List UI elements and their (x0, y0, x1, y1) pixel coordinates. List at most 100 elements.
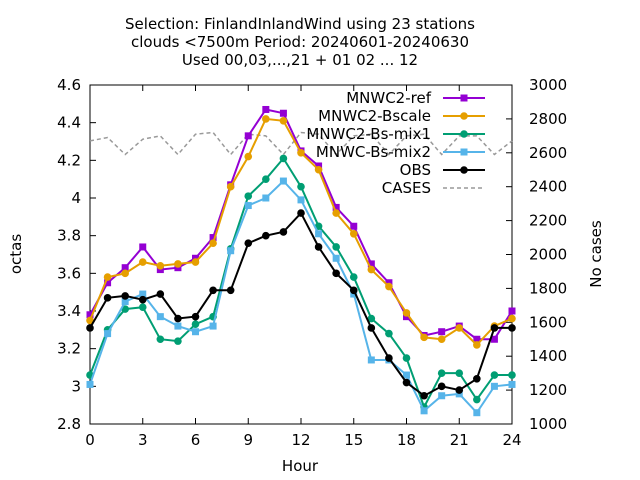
data-point-mnwc2-ref (279, 109, 287, 117)
data-point-obs (262, 231, 270, 240)
data-point-mnwc2-bs-mix1 (174, 337, 182, 345)
data-point-mnwc-bs-mix2 (86, 380, 94, 388)
data-point-mnwc2-bscale (314, 165, 323, 174)
data-point-mnwc2-ref (139, 243, 147, 251)
data-point-mnwc2-bscale (279, 116, 288, 125)
data-point-obs (420, 391, 428, 400)
y2-tick-label: 1400 (529, 347, 567, 365)
y2-tick-label: 2400 (529, 178, 567, 196)
data-point-obs (349, 286, 358, 295)
data-point-mnwc2-bscale (191, 258, 200, 266)
data-point-mnwc2-bs-mix1 (121, 305, 129, 313)
legend-item-mnwc2-bs-mix1: MNWC2-Bs-mix1 (306, 125, 485, 143)
y-tick-label: 4.6 (57, 76, 81, 94)
x-tick-label: 9 (243, 431, 253, 449)
data-point-mnwc-bs-mix2 (121, 298, 129, 306)
legend-label: MNWC2-Bscale (318, 107, 431, 125)
chart-title-line-3: Used 00,03,...,21 + 01 02 ... 12 (182, 51, 418, 69)
y-tick-label: 3.2 (57, 340, 81, 358)
legend-marker-mnwc-bs-mix2 (460, 148, 468, 156)
data-point-mnwc2-bs-mix1 (191, 320, 200, 328)
legend-label: OBS (400, 161, 431, 179)
y-tick-label: 4.4 (57, 114, 81, 132)
data-point-mnwc2-ref (350, 222, 358, 230)
data-point-mnwc2-ref (332, 203, 340, 211)
data-point-mnwc2-bs-mix1 (473, 395, 481, 404)
data-point-mnwc2-bs-mix1 (138, 303, 147, 312)
y2-tick-label: 1800 (529, 279, 567, 297)
data-point-mnwc2-ref (367, 260, 375, 268)
series-line-mnwc2-bs-mix1 (89, 156, 512, 410)
y-axis-label: octas (7, 234, 25, 274)
x-tick-label: 24 (502, 431, 521, 449)
data-point-mnwc2-bscale (86, 316, 94, 325)
data-point-obs (332, 269, 340, 278)
legend-item-cases: CASES (382, 179, 485, 197)
data-point-mnwc-bs-mix2 (244, 202, 252, 210)
legend-item-mnwc2-ref: MNWC2-ref (346, 89, 485, 107)
data-point-mnwc2-bscale (332, 209, 340, 217)
y-tick-label: 2.8 (57, 415, 81, 433)
series-mnwc2-bs-mix1 (86, 154, 516, 411)
data-point-mnwc2-bs-mix1 (402, 354, 411, 362)
data-point-mnwc2-bs-mix1 (508, 371, 516, 379)
data-point-mnwc2-ref (104, 279, 112, 287)
data-point-obs (385, 354, 393, 362)
data-point-obs (314, 243, 323, 251)
data-point-mnwc2-bs-mix1 (156, 335, 165, 344)
data-point-obs (490, 324, 499, 332)
data-point-mnwc2-ref (209, 234, 217, 242)
data-point-mnwc-bs-mix2 (262, 194, 270, 202)
data-point-mnwc2-ref (473, 335, 481, 343)
cases-series-layer (89, 131, 513, 156)
y2-tick-label: 2800 (529, 110, 567, 128)
data-point-mnwc-bs-mix2 (174, 322, 182, 330)
data-point-mnwc-bs-mix2 (156, 313, 164, 321)
data-point-obs (138, 295, 147, 304)
data-point-mnwc2-ref (438, 328, 446, 336)
data-point-mnwc-bs-mix2 (332, 254, 340, 262)
data-point-mnwc-bs-mix2 (420, 407, 428, 415)
data-point-mnwc2-ref (121, 264, 129, 272)
data-point-mnwc2-bscale (297, 149, 305, 157)
data-point-mnwc2-ref (86, 311, 94, 319)
data-point-mnwc-bs-mix2 (403, 371, 410, 379)
y-tick-label: 3.8 (57, 227, 81, 245)
data-point-obs (455, 386, 464, 394)
series-layer (86, 105, 516, 417)
y2-tick-label: 1200 (529, 381, 567, 399)
y-tick-label: 3.4 (57, 302, 81, 320)
data-point-mnwc-bs-mix2 (139, 290, 147, 298)
series-line-cases (89, 131, 513, 156)
y2-tick-label: 3000 (529, 76, 567, 94)
data-point-mnwc-bs-mix2 (438, 392, 446, 400)
legend-item-mnwc-bs-mix2: MNWC-Bs-mix2 (316, 143, 485, 161)
data-point-mnwc-bs-mix2 (490, 382, 498, 390)
y-tick-label: 4 (71, 189, 81, 207)
data-point-obs (508, 324, 516, 332)
legend-label: MNWC-Bs-mix2 (316, 143, 431, 161)
data-point-obs (174, 314, 182, 323)
data-point-mnwc2-bs-mix1 (297, 182, 305, 191)
series-mnwc2-ref (86, 105, 516, 343)
chart-title: Selection: FinlandInlandWind using 23 st… (125, 15, 475, 69)
x-tick-label: 3 (138, 431, 148, 449)
data-point-mnwc2-bscale (262, 115, 270, 123)
x-tick-label: 21 (450, 431, 469, 449)
data-point-mnwc2-ref (490, 335, 498, 343)
chart-title-line-2: clouds <7500m Period: 20240601-20240630 (131, 33, 469, 51)
data-point-mnwc2-bs-mix1 (332, 243, 340, 251)
data-point-obs (191, 312, 200, 321)
data-point-obs (103, 294, 112, 302)
y2-tick-label: 2600 (529, 144, 567, 162)
data-point-obs (437, 382, 446, 391)
x-tick-label: 18 (397, 431, 416, 449)
legend-label: CASES (382, 179, 431, 197)
data-point-mnwc2-bscale (226, 182, 235, 191)
data-point-mnwc2-bscale (508, 314, 516, 323)
data-point-obs (279, 228, 288, 236)
data-point-mnwc2-bscale (455, 324, 464, 332)
series-line-mnwc2-ref (89, 108, 513, 341)
x-axis-label: Hour (282, 457, 319, 475)
data-point-mnwc2-bscale (402, 309, 411, 317)
